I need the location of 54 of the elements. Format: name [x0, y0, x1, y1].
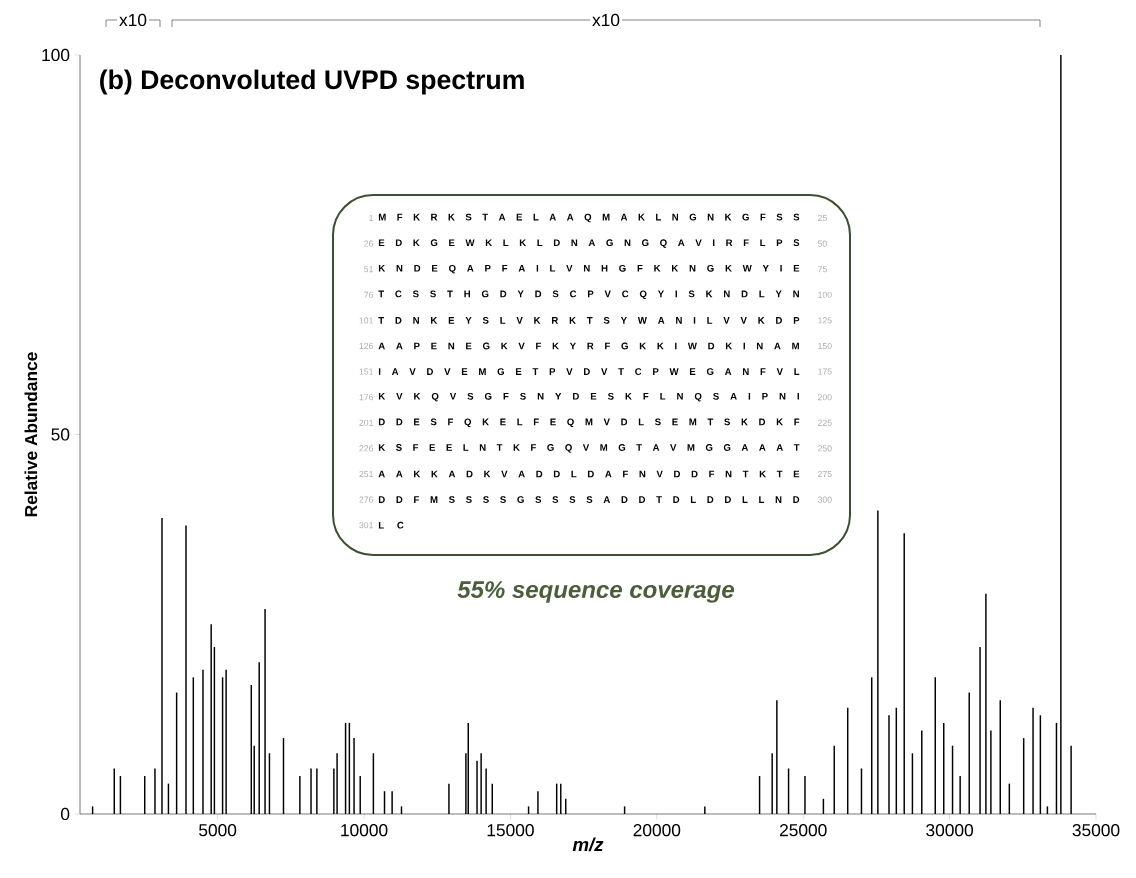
annotation: I A V D V E M G E T P V D V T C P W E G A N F V L	[378, 368, 800, 375]
y-tick-label: 50	[51, 428, 70, 441]
annotation: 276	[359, 496, 374, 503]
x-axis-title: m/z	[572, 837, 604, 852]
annotation: 26	[364, 240, 374, 247]
annotation: A A K K A D K V A D D L D A F N V D D F N T K T E	[378, 470, 800, 478]
annotation: A A P E N E G K V F K Y R F G K K I W D K I N A M	[378, 342, 799, 350]
annotation: 75	[818, 266, 827, 273]
y-axis-title: Relative Abundance	[24, 352, 38, 517]
annotation: 151	[359, 368, 373, 375]
annotation: D D F M S S S S G S S S S A D D T D L D D L L N D	[378, 496, 800, 503]
text: x10	[119, 13, 147, 27]
annotation: 251	[359, 470, 373, 478]
annotation: 200	[818, 394, 832, 401]
text: (b) Deconvoluted UVPD spectrum	[100, 69, 524, 95]
annotation: D D E S F Q K E L F E Q M V D L S E M T S K D K F	[378, 418, 800, 428]
x-tick-label: 15000	[487, 824, 534, 837]
x-tick-label: 30000	[926, 824, 974, 837]
annotation: 126	[359, 342, 374, 350]
annotation: 25	[818, 214, 827, 222]
annotation: L C	[378, 521, 404, 529]
annotation: T D N K E Y S L V K R K T S Y W A N I L V V K D P	[378, 317, 800, 324]
annotation: 250	[818, 445, 832, 452]
annotation: 176	[359, 394, 374, 401]
x-tick-label: 35000	[1072, 824, 1120, 837]
annotation: 50	[817, 240, 827, 247]
annotation: 76	[364, 291, 374, 298]
annotation: T C S S T H G D Y D S C P V C Q Y I S K N D L Y N	[378, 290, 799, 300]
annotation: K V K Q V S G F S N Y D E S K F L N Q S A I P N I	[378, 392, 799, 402]
annotation: 1	[369, 215, 373, 221]
annotation: 226	[359, 445, 374, 452]
annotation: 301	[359, 522, 373, 529]
annotation: E D K G E W K L K L D N A G N G Q A V I R F L P S	[378, 239, 800, 248]
y-tick-label: 100	[42, 48, 70, 62]
text: x10	[592, 13, 620, 27]
annotation: 175	[818, 368, 832, 375]
annotation: 101	[359, 317, 373, 324]
x-tick-label: 20000	[633, 824, 681, 837]
annotation: M F K R K S T A E L A A Q M A K L N G N K G F S S	[378, 213, 800, 223]
annotation: K S F E E L N T K F G Q V M G T A V M G G A A A T	[378, 444, 800, 453]
x-tick-label: 25000	[779, 824, 827, 837]
annotation: 300	[817, 496, 832, 503]
annotation: 100	[818, 291, 832, 298]
annotation: K N D E Q A P F A I L V N H G F K K N G K W Y I E	[378, 264, 800, 274]
annotation: 51	[364, 266, 373, 273]
x-tick-label: 5000	[199, 824, 237, 837]
annotation: 225	[818, 419, 832, 426]
annotation: 55% sequence coverage	[457, 581, 735, 603]
y-tick-label: 0	[60, 807, 70, 821]
annotation: 201	[359, 419, 373, 426]
x-tick-label: 10000	[341, 824, 388, 837]
annotation: 150	[818, 342, 832, 350]
annotation: 125	[818, 317, 832, 324]
annotation: 275	[818, 470, 832, 478]
